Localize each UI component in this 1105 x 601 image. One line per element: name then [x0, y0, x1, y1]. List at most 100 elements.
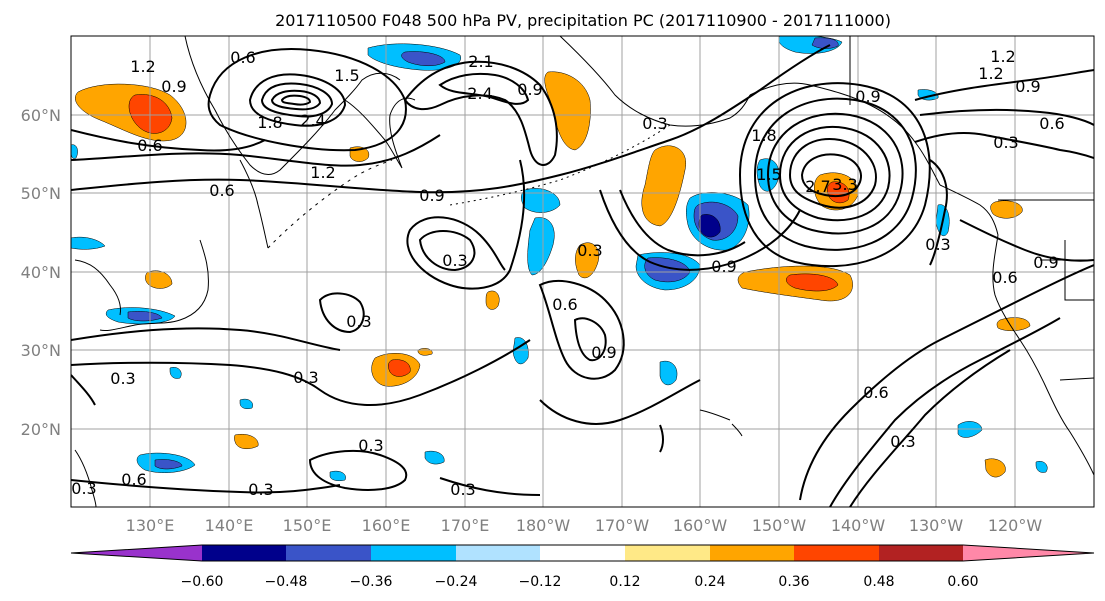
contour-label: 1.5: [756, 165, 781, 184]
colorbar: −0.60 −0.48 −0.36 −0.24 −0.12 0.12 0.24 …: [70, 544, 1095, 590]
contour-label: 2.4: [300, 111, 325, 130]
contour-label: 0.9: [161, 77, 186, 96]
pv-contour-west-coast: [914, 132, 1094, 159]
contour-label: 0.9: [855, 87, 880, 106]
pv-contour-east-lobe: [929, 159, 948, 266]
colorbar-tick-label: −0.60: [181, 574, 224, 590]
lat-label: 40°N: [21, 263, 61, 282]
pv-contour-zonal-3: [71, 129, 266, 152]
pv-contour-east-ridge-2: [829, 317, 1061, 507]
pv-contour-gulf-low-5: [738, 82, 931, 268]
precip-blob-top-core: [811, 37, 839, 49]
colorbar-cell: [879, 545, 963, 561]
latitude-labels: 60°N 50°N 40°N 30°N 20°N: [21, 106, 61, 439]
colorbar-cell: [71, 545, 202, 561]
colorbar-cell: [963, 545, 1094, 561]
contour-label: 0.6: [992, 268, 1017, 287]
lon-label: 180°W: [516, 516, 571, 535]
precip-blob-okhotsk-core: [401, 51, 446, 66]
contour-label: 0.9: [1033, 253, 1058, 272]
precip-blob-calif: [996, 317, 1031, 331]
contour-label: 0.6: [121, 470, 146, 489]
contour-label: 0.3: [248, 480, 273, 499]
contour-label: 0.9: [591, 343, 616, 362]
coastline-bc: [939, 184, 999, 236]
contour-label: 0.3: [293, 368, 318, 387]
pv-contour-subtropical-1: [71, 327, 341, 351]
lon-label: 130°W: [909, 516, 964, 535]
pv-contour-south-pacific-2: [308, 449, 408, 491]
precip-blob-bering: [544, 71, 591, 151]
precip-blob-southwest-core: [154, 459, 183, 470]
colorbar-cell: [456, 545, 540, 561]
contour-label: 1.2: [310, 163, 335, 182]
map-title: 2017110500 F048 500 hPa PV, precipitatio…: [275, 11, 891, 30]
coastline-siberia: [184, 36, 401, 176]
pv-contour-okhotsk-low-3: [270, 89, 322, 111]
colorbar-tick-label: −0.24: [435, 574, 478, 590]
pv-contour-okhotsk-low-2: [260, 82, 334, 118]
lat-label: 30°N: [21, 341, 61, 360]
pv-contours: [71, 44, 1094, 507]
pv-contour-northeast: [914, 69, 1094, 101]
pv-contour-south-1: [71, 479, 341, 494]
lat-label: 20°N: [21, 420, 61, 439]
pv-contour-subtropical-2: [71, 339, 531, 407]
contour-label: 2.1: [468, 52, 493, 71]
pv-contour-trough-south-2: [619, 189, 746, 257]
pv-contour-okhotsk-low-1: [248, 73, 347, 127]
contour-label: 0.6: [1039, 114, 1064, 133]
colorbar-cells: [70, 544, 1095, 562]
contour-label: 0.3: [71, 479, 96, 498]
pv-contour-gulf-low-2: [778, 125, 891, 222]
pv-contour-okhotsk-outer: [207, 48, 407, 152]
contour-label: 1.5: [334, 66, 359, 85]
lon-label: 130°E: [126, 516, 175, 535]
contour-label: 2.7: [805, 177, 830, 196]
pv-contour-zonal-2: [71, 134, 441, 167]
lon-label: 150°W: [752, 516, 807, 535]
coastline-japan: [99, 239, 209, 331]
border-us-mexico: [1059, 377, 1094, 381]
lon-label: 140°E: [205, 516, 254, 535]
contour-label: 0.3: [890, 432, 915, 451]
colorbar-cell: [371, 545, 456, 561]
positive-precip-anomalies: [75, 71, 1031, 478]
contour-label: 0.3: [642, 114, 667, 133]
coastline-philippines: [74, 449, 97, 507]
pv-contour-west-coast-2: [959, 219, 1094, 262]
colorbar-cell: [540, 545, 625, 561]
pv-contour-mid-pacific: [406, 159, 526, 290]
colorbar-tick-label: −0.12: [519, 574, 562, 590]
coastline-north-america-west: [992, 234, 1094, 476]
precip-blob-kamchatka-west-core: [128, 94, 173, 134]
contour-labels: 1.2 0.9 0.6 0.6 1.5 2.1 2.4 2.4 1.8 0.9 …: [71, 47, 1064, 499]
precip-blob-subtropical-core: [388, 359, 411, 377]
contour-label: 0.6: [863, 383, 888, 402]
colorbar-cell: [794, 545, 879, 561]
contour-label: 1.2: [130, 57, 155, 76]
pv-contour-south-pacific-1: [539, 379, 701, 425]
pv-contour-okhotsk-low-4: [280, 94, 312, 106]
contour-label: 0.3: [577, 241, 602, 260]
contour-label: 0.9: [517, 80, 542, 99]
lon-label: 140°W: [831, 516, 886, 535]
precip-blob-small-2: [234, 434, 259, 449]
pv-contour-east-ridge: [799, 264, 1094, 501]
lat-label: 60°N: [21, 106, 61, 125]
precip-blob-small-1: [485, 290, 500, 310]
lon-label: 170°E: [441, 516, 490, 535]
contour-label: 0.9: [711, 257, 736, 276]
pv-contour-mid-ridge-inner: [573, 317, 607, 362]
coastline-korea: [74, 259, 121, 316]
contour-label: 0.3: [442, 251, 467, 270]
colorbar-tick-label: 0.48: [863, 574, 894, 590]
contour-label: 0.3: [925, 235, 950, 254]
contour-label: 0.9: [1015, 77, 1040, 96]
contour-label: 0.6: [552, 295, 577, 314]
precip-blob-pacific-south: [659, 360, 678, 386]
precip-blob-low-east-core: [826, 181, 850, 204]
precip-blob-oregon: [990, 200, 1023, 219]
colorbar-tick-label: 0.36: [778, 574, 809, 590]
